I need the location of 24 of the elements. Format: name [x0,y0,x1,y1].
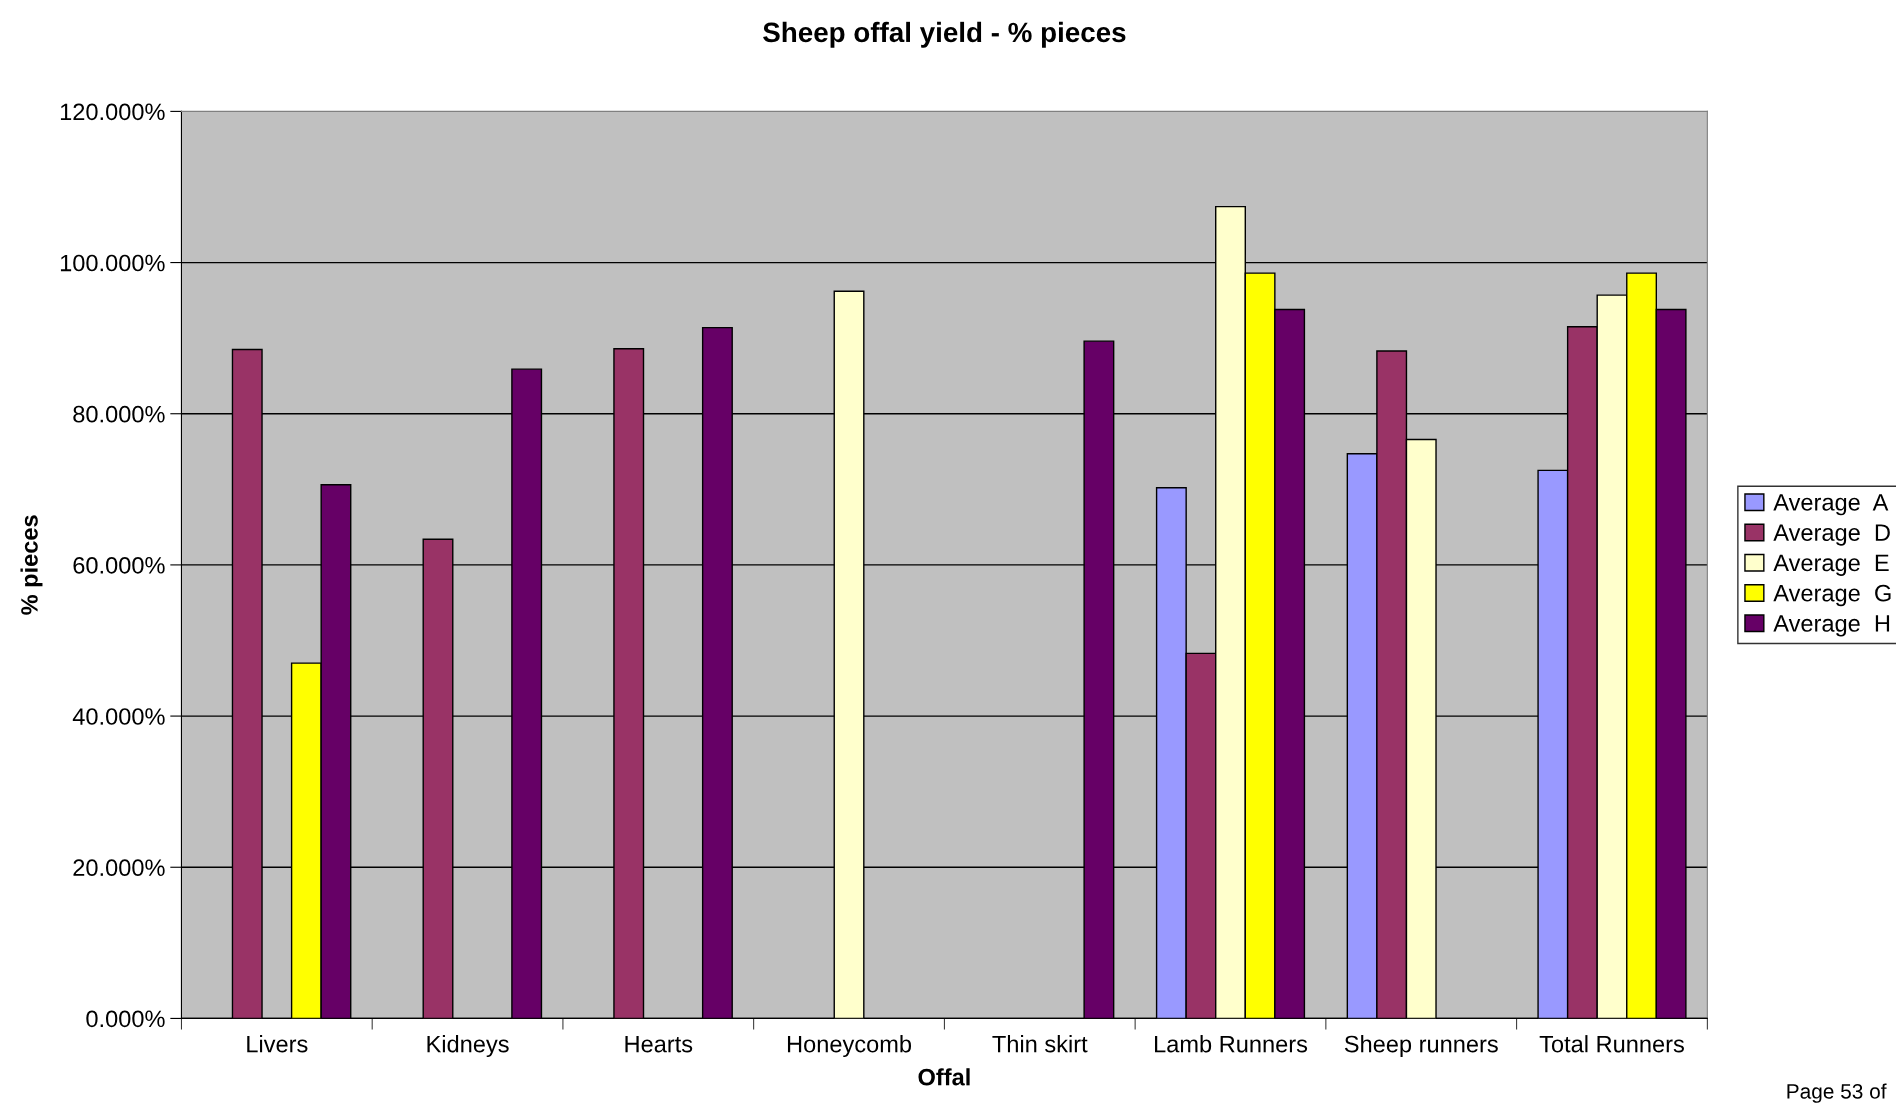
legend-label: Average A [1773,494,1889,516]
x-tick-label: Hearts [625,1035,693,1053]
y-tick-label: 60.000% [73,556,165,574]
legend-label: Average E [1773,554,1889,576]
x-axis-title: Offal [918,1068,970,1086]
y-tick-label: 0.000% [86,1010,165,1028]
legend-label: Average D [1773,524,1890,546]
x-tick-label: Total Runners [1539,1035,1684,1053]
x-tick-label: Kidneys [427,1035,509,1058]
y-tick-label: 100.000% [60,254,165,272]
y-tick-label: 20.000% [73,859,165,877]
x-tick-label: Sheep runners [1344,1035,1498,1058]
chart-title: Sheep offal yield - % pieces [763,21,1126,48]
y-axis-title: % pieces [20,515,43,615]
legend-label: Average H [1773,615,1890,637]
x-tick-label: Livers [247,1035,308,1053]
y-tick-label: 120.000% [60,103,165,121]
y-tick-label: 40.000% [72,708,165,725]
x-tick-label: Honeycomb [787,1035,912,1058]
y-tick-label: 80.000% [73,405,165,423]
text: Page 53 of [1787,1083,1887,1103]
x-tick-label: Lamb Runners [1155,1035,1308,1053]
x-tick-label: Thin skirt [992,1035,1088,1053]
legend-label: Average G [1773,584,1891,607]
